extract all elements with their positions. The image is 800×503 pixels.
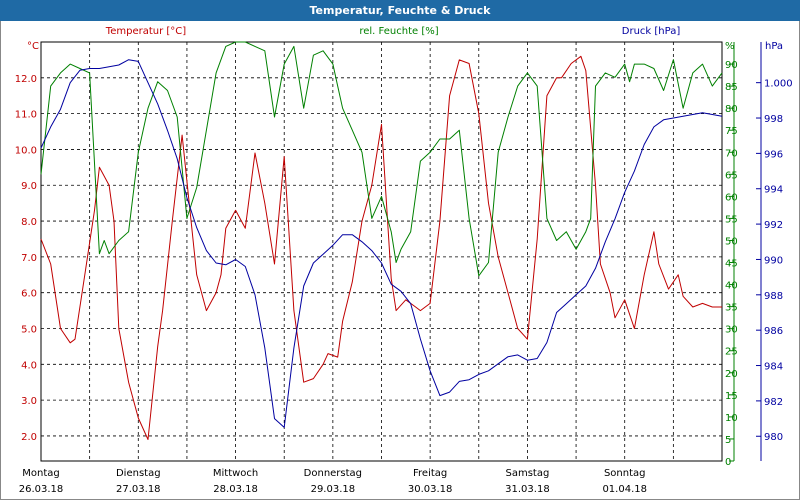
chart-frame: °C 12.0 11.0 10.0 9.0 8.0 7.0 6.0 5.0 4.0 3.0 2.0 90… xyxy=(0,21,800,500)
x-tick-day: Samstag xyxy=(506,468,550,479)
x-tick-day: Sonntag xyxy=(604,468,646,479)
x-tick-date: 27.03.18 xyxy=(116,484,161,495)
humidity-axis-tick: 10 xyxy=(725,413,738,424)
x-tick-date: 28.03.18 xyxy=(213,484,258,495)
humidity-axis-tick: 70 xyxy=(725,148,738,159)
pressure-axis-tick: 986 xyxy=(764,326,783,337)
left-axis-tick: 6.0 xyxy=(21,289,37,300)
series-line-middle xyxy=(40,41,723,277)
pressure-axis-unit: hPa xyxy=(765,41,783,52)
pressure-axis-tick: 996 xyxy=(764,149,783,160)
x-tick-date: 30.03.18 xyxy=(408,484,453,495)
humidity-axis-tick: 0 xyxy=(725,457,731,468)
x-tick-day: Dienstag xyxy=(116,468,161,479)
pressure-axis-tick: 984 xyxy=(764,362,783,373)
humidity-series-label: rel. Feuchte [%] xyxy=(359,26,438,37)
x-tick-date: 29.03.18 xyxy=(311,484,356,495)
pressure-axis-tick: 998 xyxy=(764,114,783,125)
series-line-left xyxy=(40,55,722,440)
humidity-axis-tick: 35 xyxy=(725,303,738,314)
left-axis-tick: 12.0 xyxy=(15,74,37,85)
left-axis-tick: 5.0 xyxy=(21,324,37,335)
humidity-axis-tick: 45 xyxy=(725,259,738,270)
humidity-axis-tick: 40 xyxy=(725,281,738,292)
left-axis-tick: 2.0 xyxy=(21,432,37,443)
temperature-series-label: Temperatur [°C] xyxy=(105,26,186,37)
x-tick-date: 31.03.18 xyxy=(505,484,550,495)
x-tick-day: Montag xyxy=(22,468,59,479)
pressure-axis-tick: 980 xyxy=(764,432,783,443)
pressure-axis-tick: 990 xyxy=(764,255,783,266)
humidity-axis-tick: 50 xyxy=(725,236,738,247)
x-tick-day: Donnerstag xyxy=(304,468,362,479)
left-axis-tick: 9.0 xyxy=(21,181,37,192)
pressure-axis-tick: 994 xyxy=(764,185,783,196)
x-tick-day: Freitag xyxy=(413,468,447,479)
humidity-axis-tick: 5 xyxy=(725,435,731,446)
pressure-axis-tick: 982 xyxy=(764,397,783,408)
series-line-right xyxy=(40,59,723,428)
left-axis-tick: 10.0 xyxy=(15,145,37,156)
window-title: Temperatur, Feuchte & Druck xyxy=(0,0,800,21)
humidity-axis-tick: 15 xyxy=(725,391,738,402)
pressure-axis-tick: 1.000 xyxy=(764,79,793,90)
left-axis-tick: 8.0 xyxy=(21,217,37,228)
humidity-axis-tick: 20 xyxy=(725,369,738,380)
humidity-axis-tick: 55 xyxy=(725,214,738,225)
x-tick-date: 01.04.18 xyxy=(602,484,647,495)
left-axis-tick: 4.0 xyxy=(21,360,37,371)
pressure-series-label: Druck [hPa] xyxy=(622,26,681,37)
humidity-axis-tick: 65 xyxy=(725,170,738,181)
humidity-axis-tick: 80 xyxy=(725,104,738,115)
pressure-axis-tick: 988 xyxy=(764,291,783,302)
humidity-axis-tick: 25 xyxy=(725,347,738,358)
humidity-axis-tick: 60 xyxy=(725,192,738,203)
left-axis-tick: 11.0 xyxy=(15,110,37,121)
left-axis-tick: 7.0 xyxy=(21,253,37,264)
humidity-axis-tick: 85 xyxy=(725,82,738,93)
x-tick-day: Mittwoch xyxy=(213,468,258,479)
humidity-axis-tick: 30 xyxy=(725,325,738,336)
pressure-axis-tick: 992 xyxy=(764,220,783,231)
humidity-axis-unit: % xyxy=(725,41,735,52)
left-axis-unit: °C xyxy=(27,41,39,52)
chart-svg: °C 12.0 11.0 10.0 9.0 8.0 7.0 6.0 5.0 4.0 3.0 2.0 90… xyxy=(15,26,793,495)
left-axis-tick: 3.0 xyxy=(21,396,37,407)
x-tick-date: 26.03.18 xyxy=(19,484,64,495)
humidity-axis-tick: 75 xyxy=(725,126,738,137)
humidity-axis-tick: 90 xyxy=(725,60,738,71)
